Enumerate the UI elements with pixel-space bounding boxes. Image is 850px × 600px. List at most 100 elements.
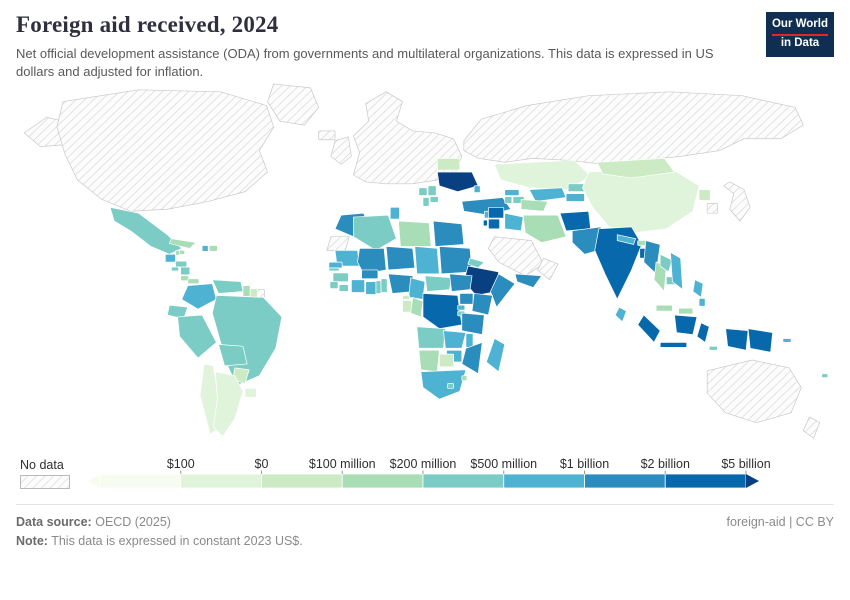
country-mexico[interactable] (109, 206, 183, 255)
country-nicaragua[interactable] (180, 266, 191, 276)
country-kenya[interactable] (471, 293, 493, 316)
country-north-macedonia[interactable] (429, 196, 439, 203)
country-botswana[interactable] (438, 353, 454, 368)
country-laos[interactable] (659, 253, 673, 273)
country-burkina-faso[interactable] (361, 269, 379, 280)
legend-bin-4[interactable] (341, 473, 424, 489)
country-guinea[interactable] (332, 272, 349, 283)
country-afghanistan[interactable] (559, 210, 592, 232)
country-papua-new-guinea[interactable] (747, 328, 774, 353)
country-peru[interactable] (177, 314, 217, 359)
country-palestine[interactable] (482, 219, 488, 227)
country-serbia[interactable] (427, 185, 437, 196)
country-philippines[interactable] (692, 279, 704, 299)
country-somalia[interactable] (490, 273, 516, 308)
country-eswatini[interactable] (461, 375, 468, 382)
country-indonesia[interactable] (674, 314, 698, 336)
country-uruguay[interactable] (244, 388, 257, 398)
country-indonesia[interactable] (659, 342, 688, 348)
legend-bin-3[interactable] (261, 473, 343, 489)
legend-bin-8[interactable] (664, 473, 747, 489)
legend-arrow-right[interactable] (746, 474, 759, 489)
country-iran[interactable] (522, 214, 567, 244)
country-tanzania[interactable] (461, 312, 485, 336)
country-sri-lanka[interactable] (614, 306, 627, 323)
country-india[interactable] (594, 226, 643, 301)
country-central-african-republic[interactable] (424, 275, 453, 292)
country-iraq[interactable] (504, 212, 524, 232)
country-dominican-republic[interactable] (208, 245, 218, 252)
country-uganda[interactable] (459, 293, 474, 305)
country-algeria[interactable] (353, 214, 397, 251)
country-belarus[interactable] (436, 158, 461, 171)
country-bolivia[interactable] (217, 344, 248, 367)
country-niger[interactable] (385, 246, 416, 271)
legend-bin-5[interactable] (422, 473, 505, 489)
country-vietnam[interactable] (669, 251, 684, 291)
country-democratic-republic-of-congo[interactable] (422, 293, 463, 330)
country-colombia[interactable] (181, 283, 217, 310)
country-malawi[interactable] (465, 333, 474, 348)
country-belize[interactable] (175, 250, 180, 256)
country-mozambique[interactable] (461, 341, 483, 375)
country-guatemala[interactable] (164, 254, 176, 263)
country-egypt[interactable] (432, 220, 465, 247)
country-guyana[interactable] (242, 285, 251, 297)
country-tunisia[interactable] (389, 207, 400, 220)
country-albania[interactable] (422, 197, 430, 207)
country-cuba[interactable] (168, 238, 197, 249)
country-syria[interactable] (488, 207, 505, 219)
country-lesotho[interactable] (447, 383, 454, 389)
country-costa-rica[interactable] (180, 275, 190, 282)
country-south-africa[interactable] (420, 369, 467, 400)
legend-bin-1[interactable] (99, 473, 182, 489)
country-equatorial-guinea[interactable] (402, 295, 411, 300)
country-benin[interactable] (380, 278, 388, 293)
country-north-korea[interactable] (698, 189, 711, 201)
country-angola[interactable] (416, 326, 446, 349)
country-bosnia-and-herzegovina[interactable] (418, 187, 428, 196)
country-tajikistan[interactable] (565, 193, 585, 202)
country-nepal[interactable] (616, 234, 637, 246)
country-turkmenistan[interactable] (520, 199, 549, 212)
country-rwanda[interactable] (457, 304, 466, 311)
country-solomon-islands[interactable] (782, 338, 792, 343)
country-gambia[interactable] (328, 267, 340, 272)
legend-bin-7[interactable] (584, 473, 666, 489)
country-cote-divoire[interactable] (351, 279, 366, 293)
country-honduras[interactable] (175, 260, 188, 268)
country-liberia[interactable] (338, 284, 349, 292)
country-jordan[interactable] (488, 218, 501, 230)
country-philippines[interactable] (698, 298, 706, 307)
country-argentina[interactable] (212, 371, 244, 438)
owid-logo[interactable]: Our World in Data (766, 12, 834, 58)
world-map[interactable] (16, 82, 834, 454)
country-panama[interactable] (187, 278, 200, 285)
country-armenia[interactable] (504, 196, 513, 204)
country-malaysia[interactable] (655, 304, 673, 312)
country-moldova[interactable] (473, 185, 481, 194)
country-haiti[interactable] (201, 245, 209, 252)
country-china[interactable] (582, 167, 700, 234)
legend-bin-6[interactable] (503, 473, 585, 489)
country-libya[interactable] (398, 220, 432, 247)
country-senegal[interactable] (328, 261, 343, 269)
country-ukraine[interactable] (436, 171, 479, 193)
country-sierra-leone[interactable] (329, 281, 339, 289)
legend-no-data-swatch[interactable] (20, 475, 70, 490)
country-chad[interactable] (414, 246, 440, 275)
country-namibia[interactable] (418, 349, 440, 373)
country-malaysia[interactable] (678, 307, 694, 315)
country-timor-leste[interactable] (708, 346, 718, 351)
country-south-sudan[interactable] (449, 273, 473, 292)
country-zambia[interactable] (443, 330, 467, 349)
country-fiji[interactable] (821, 373, 829, 379)
country-el-salvador[interactable] (171, 266, 179, 272)
country-madagascar[interactable] (485, 338, 506, 373)
country-georgia[interactable] (504, 189, 520, 196)
legend-bin-2[interactable] (180, 473, 262, 489)
country-uzbekistan[interactable] (528, 187, 567, 202)
country-venezuela[interactable] (211, 279, 244, 294)
country-indonesia[interactable] (725, 328, 749, 351)
license-link[interactable]: foreign-aid | CC BY (726, 515, 834, 530)
